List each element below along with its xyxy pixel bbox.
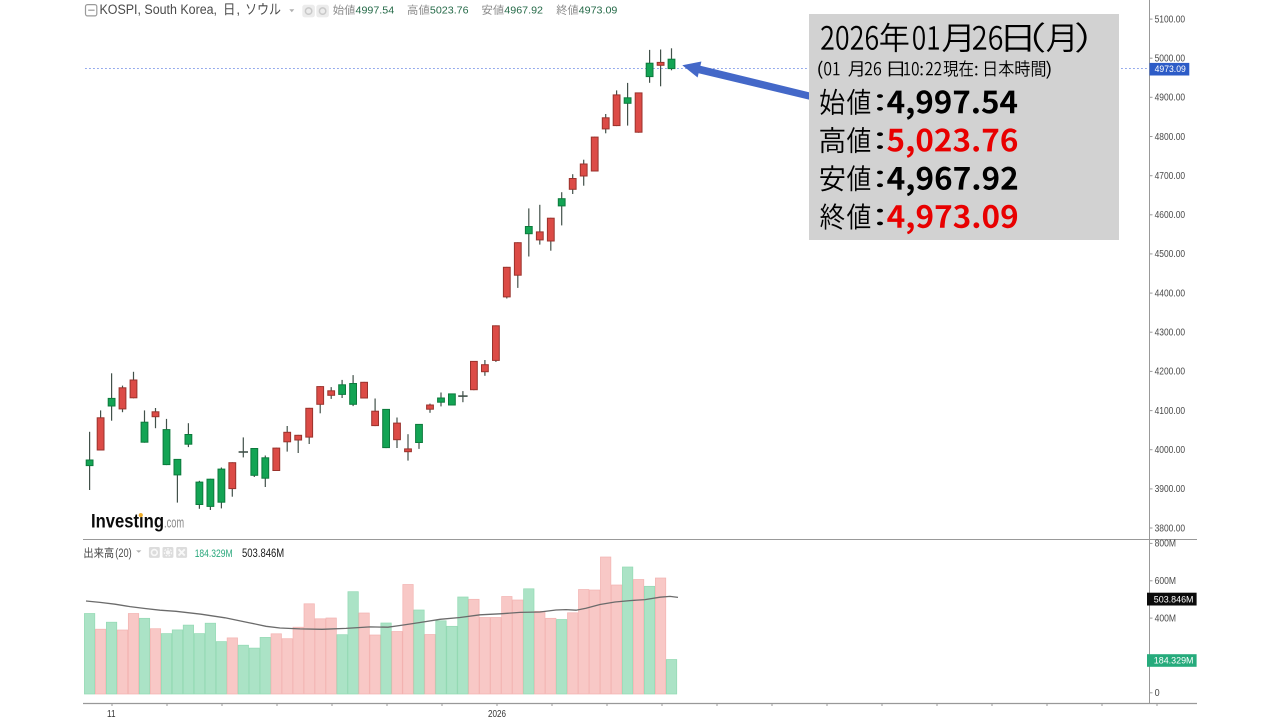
svg-text:4400.00: 4400.00 [1155, 288, 1186, 299]
svg-text:4973.09: 4973.09 [579, 6, 618, 17]
svg-text:184.329M: 184.329M [1154, 656, 1194, 667]
svg-text:3900.00: 3900.00 [1155, 484, 1186, 495]
svg-text:5000.00: 5000.00 [1155, 54, 1186, 65]
svg-text:184.329M: 184.329M [195, 548, 233, 560]
svg-text:4200.00: 4200.00 [1155, 367, 1186, 378]
svg-text:4967.92: 4967.92 [504, 6, 543, 17]
svg-text:,: , [236, 2, 240, 17]
svg-text:503.846M: 503.846M [1154, 594, 1194, 605]
svg-text:(20): (20) [115, 548, 132, 560]
svg-text:4300.00: 4300.00 [1155, 328, 1186, 339]
svg-text:3800.00: 3800.00 [1155, 523, 1186, 534]
svg-text:.com: .com [164, 516, 184, 532]
svg-text:5023.76: 5023.76 [430, 6, 469, 17]
svg-text:11: 11 [107, 709, 116, 720]
svg-text:4700.00: 4700.00 [1155, 171, 1186, 182]
svg-text:4500.00: 4500.00 [1155, 249, 1186, 260]
svg-text:0: 0 [1155, 688, 1161, 699]
svg-text:800M: 800M [1155, 539, 1176, 550]
svg-text:4100.00: 4100.00 [1155, 406, 1186, 417]
svg-text:503.846M: 503.846M [242, 548, 284, 560]
svg-text:2026: 2026 [488, 709, 506, 720]
svg-text:600M: 600M [1155, 576, 1176, 587]
svg-text:400M: 400M [1155, 613, 1176, 624]
svg-text:KOSPI, South Korea,: KOSPI, South Korea, [100, 2, 218, 17]
svg-text:4600.00: 4600.00 [1155, 210, 1186, 221]
svg-text:5100.00: 5100.00 [1155, 14, 1186, 25]
svg-text:4900.00: 4900.00 [1155, 93, 1186, 104]
svg-text:4000.00: 4000.00 [1155, 445, 1186, 456]
svg-text:4800.00: 4800.00 [1155, 132, 1186, 143]
svg-text:4997.54: 4997.54 [356, 6, 395, 17]
svg-text:4973.09: 4973.09 [1155, 64, 1186, 75]
svg-text:Investıng: Investıng [91, 512, 164, 533]
